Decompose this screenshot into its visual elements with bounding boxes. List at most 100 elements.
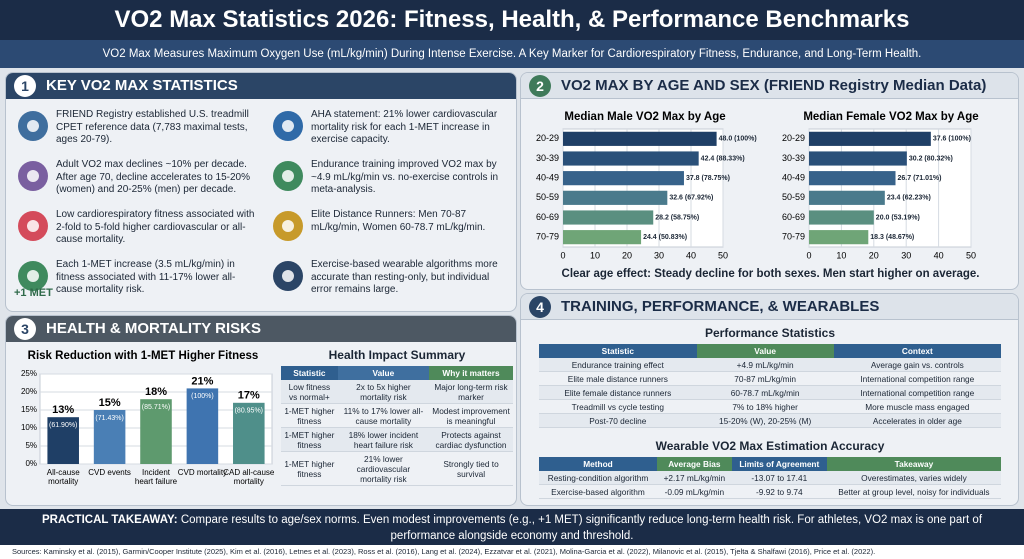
table-cell: 70-87 mL/kg/min <box>696 371 834 386</box>
x-tick-label: All-cause mortality <box>47 468 80 486</box>
icon-glyph <box>282 170 294 182</box>
sub-label: (100%) <box>191 393 214 400</box>
y-tick-label: 40-49 <box>536 173 559 183</box>
chart: Median Male VO2 Max by Age 0 10 20 30 40 50 20-… <box>536 111 757 260</box>
table-cell: Overestimates, varies widely <box>826 471 1001 485</box>
panel-header: 2 VO2 MAX BY AGE AND SEX (FRIEND Registry… <box>521 73 1018 99</box>
table-title: Health Impact Summary <box>328 348 466 362</box>
stat-icon <box>273 211 303 241</box>
panel-header: 1 KEY VO2 MAX STATISTICS <box>6 73 516 99</box>
header-cell: Takeaway <box>826 457 1001 471</box>
table-cell: Elite female distance runners <box>539 385 697 400</box>
table-row: Exercise-based algorithm -0.09 mL/kg/min -… <box>539 484 1001 499</box>
table-row: Low fitness vs normal+ 2x to 5x higher mo… <box>281 380 513 404</box>
table-cell: Strongly tied to survival <box>429 451 513 486</box>
icon-glyph <box>27 270 39 282</box>
chart: Median Female VO2 Max by Age 0 10 20 30 40 50 2… <box>782 111 979 260</box>
header-cell: Method <box>539 457 657 471</box>
stat-text: Endurance training improved VO2 max by ~… <box>311 159 499 195</box>
bar <box>809 151 907 166</box>
panel-header: 4 TRAINING, PERFORMANCE, & WEARABLES <box>521 294 1018 320</box>
y-tick-label: 70-79 <box>782 232 805 242</box>
x-tick-label: 0 <box>806 250 811 260</box>
x-tick-label: 10 <box>590 250 600 260</box>
y-tick-label: 5% <box>25 441 37 450</box>
bar <box>563 151 699 166</box>
table-row: Endurance training effect +4.9 mL/kg/min A… <box>539 358 1001 372</box>
stat-text: Elite Distance Runners: Men 70-87 mL/kg/… <box>311 209 486 233</box>
y-tick-label: 60-69 <box>782 212 805 222</box>
table-cell: -13.07 to 17.41 <box>731 471 827 485</box>
y-tick-label: 25% <box>21 369 37 378</box>
x-tick-label: 40 <box>934 250 944 260</box>
panel-header: 3 HEALTH & MORTALITY RISKS <box>6 316 516 342</box>
table-cell: International competition range <box>833 385 1001 400</box>
panel-statistics: 1 KEY VO2 MAX STATISTICS FRIEND Registry … <box>5 72 517 312</box>
stat-text: AHA statement: 21% lower cardiovascular … <box>311 109 498 145</box>
stat-icon <box>18 261 48 291</box>
sub-label: (61.90%) <box>49 422 77 429</box>
value-label: 17% <box>238 390 260 402</box>
y-tick-label: 70-79 <box>536 232 559 242</box>
stat-text: Low cardiorespiratory fitness associated… <box>56 209 255 245</box>
table-cell: 1-MET higher fitness <box>281 403 338 428</box>
y-tick-label: 20% <box>21 387 37 396</box>
y-tick-label: 15% <box>21 405 37 414</box>
table: Statistic Value Context Endurance training … <box>539 344 1001 428</box>
x-tick-label: CVD events <box>88 468 131 477</box>
chart-title: Median Male VO2 Max by Age <box>564 111 725 123</box>
header-cell: Statistic <box>539 344 697 358</box>
header-row: Method Average Bias Limits of Agreement Tak… <box>539 457 1001 471</box>
stat-icon <box>273 161 303 191</box>
takeaway: PRACTICAL TAKEAWAY: Compare results to a… <box>0 509 1024 545</box>
panel-title: TRAINING, PERFORMANCE, & WEARABLES <box>561 298 880 315</box>
bar <box>140 399 172 464</box>
bar <box>233 402 265 464</box>
value-label: 30.2 (80.32%) <box>909 155 953 162</box>
header-cell: Context <box>833 344 1001 358</box>
subtitle: VO2 Max Measures Maximum Oxygen Use (mL/… <box>0 40 1024 68</box>
x-tick-label: 20 <box>622 250 632 260</box>
stat-text: FRIEND Registry established U.S. treadmi… <box>56 109 249 145</box>
panel-title: KEY VO2 MAX STATISTICS <box>46 77 238 94</box>
value-label: 18.3 (48.67%) <box>870 234 914 241</box>
table-cell: International competition range <box>833 371 1001 386</box>
y-tick-label: 20-29 <box>782 133 805 143</box>
table-cell: Resting-condition algorithm <box>539 471 657 485</box>
panel-title: VO2 MAX BY AGE AND SEX (FRIEND Registry … <box>561 77 987 94</box>
table-cell: -9.92 to 9.74 <box>731 484 827 499</box>
table-cell: More muscle mass engaged <box>833 399 1001 414</box>
table-row: 1-MET higher fitness 18% lower incident h… <box>281 427 513 452</box>
bar <box>563 190 668 205</box>
bar <box>563 230 642 245</box>
panel-number: 3 <box>14 318 36 340</box>
x-tick-label: Incident heart failure <box>135 468 178 486</box>
header-cell: Statistic <box>281 366 338 380</box>
bar <box>563 210 654 225</box>
panel-age: 2 VO2 MAX BY AGE AND SEX (FRIEND Registry… <box>520 72 1019 290</box>
stat-text: Each 1-MET increase (3.5 mL/kg/min) in f… <box>56 259 236 295</box>
table-cell: -0.09 mL/kg/min <box>656 484 732 499</box>
stat-text: Exercise-based wearable algorithms more … <box>311 259 498 295</box>
table-cell: Treadmill vs cycle testing <box>539 399 697 414</box>
table-row: Elite female distance runners 60-78.7 mL/… <box>539 385 1001 400</box>
x-tick-label: CAD all-cause mortality <box>223 468 275 486</box>
value-label: 32.6 (67.92%) <box>669 195 713 202</box>
header-cell: Value <box>337 366 430 380</box>
stat-icon <box>18 161 48 191</box>
icon-glyph <box>27 220 39 232</box>
y-tick-label: 50-59 <box>536 192 559 202</box>
header-cell: Limits of Agreement <box>731 457 827 471</box>
table: Statistic Value Why it matters Low fitness … <box>281 366 513 486</box>
value-label: 21% <box>191 375 213 387</box>
x-tick-label: 20 <box>869 250 879 260</box>
x-tick-label: 10 <box>836 250 846 260</box>
table-cell: Elite male distance runners <box>539 371 697 386</box>
bar <box>563 171 684 186</box>
table-cell: 11% to 17% lower all-cause mortality <box>337 403 430 428</box>
sub-label: (85.71%) <box>142 404 170 411</box>
table-cell: Low fitness vs normal+ <box>281 380 338 404</box>
table-row: Post-70 decline 15-20% (W), 20-25% (M) Acc… <box>539 413 1001 428</box>
